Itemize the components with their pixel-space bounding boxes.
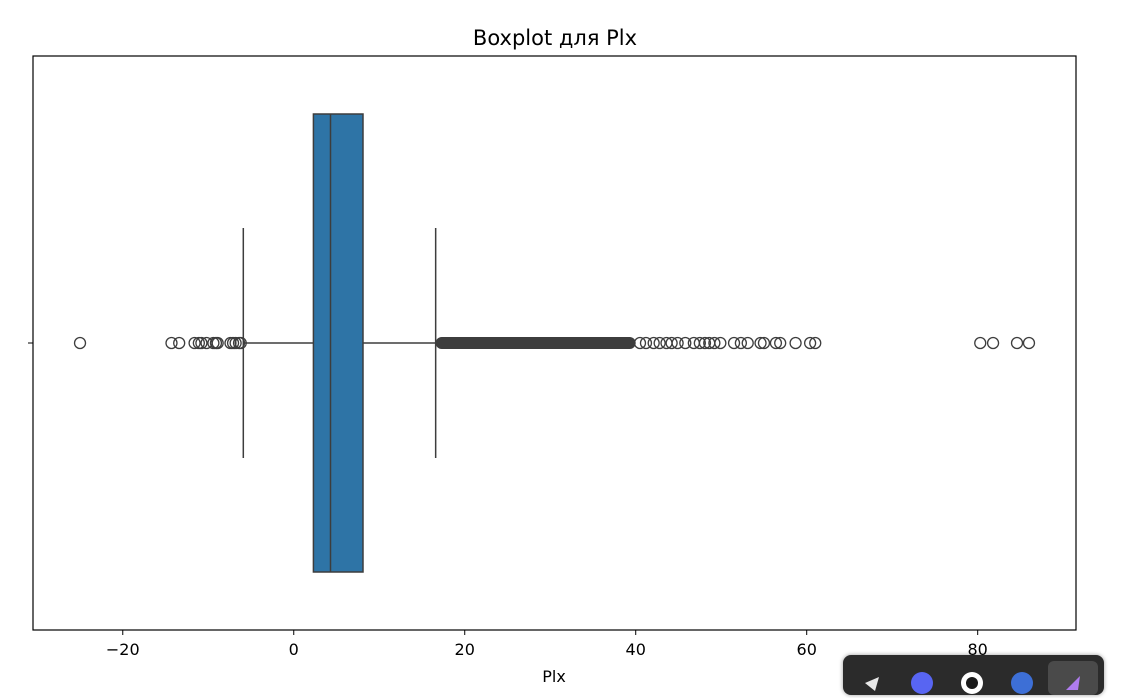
outlier-point — [741, 336, 754, 350]
outlier-point — [789, 336, 802, 350]
outlier-point — [195, 336, 208, 350]
x-axis-ticks: −20 0 20 40 60 80 — [106, 630, 988, 659]
outlier-point — [653, 336, 666, 350]
outlier-point — [165, 336, 178, 350]
outlier-point — [173, 336, 186, 350]
boxplot-chart: Boxplot для Plx −20 0 20 40 60 80 Plx — [28, 26, 1077, 682]
check-icon[interactable] — [1011, 672, 1033, 694]
outlier-point — [211, 336, 224, 350]
outlier-point — [757, 336, 771, 350]
x-tick-label: 60 — [797, 640, 817, 659]
outlier-point — [1022, 336, 1036, 350]
outlier-point — [647, 336, 660, 350]
chart-title: Boxplot для Plx — [473, 26, 637, 50]
discord-icon[interactable] — [911, 672, 933, 694]
outlier-point — [734, 336, 748, 350]
send-icon[interactable] — [861, 672, 883, 694]
outlier-point — [974, 336, 987, 350]
outlier-point — [708, 336, 721, 350]
outlier-point — [774, 336, 787, 350]
outlier-point — [809, 336, 822, 350]
x-tick-label: 40 — [626, 640, 646, 659]
x-tick-label: −20 — [106, 640, 140, 659]
outlier-point — [693, 336, 706, 350]
outlier-point — [665, 336, 678, 350]
outlier-point — [234, 336, 247, 350]
taskbar — [843, 655, 1104, 695]
outlier-point — [986, 336, 1000, 350]
outlier-point — [633, 336, 647, 350]
outlier-point — [188, 336, 201, 350]
x-axis-label: Plx — [542, 667, 566, 682]
box-iqr — [312, 113, 364, 573]
outlier-point — [229, 336, 242, 350]
outlier-point — [754, 336, 767, 350]
outlier-dense-band — [435, 337, 636, 349]
x-tick-label: 0 — [289, 640, 299, 659]
outlier-point — [679, 336, 692, 350]
outlier-point — [73, 336, 87, 350]
outlier-point — [714, 336, 727, 350]
taskbar-active-item[interactable] — [1048, 661, 1098, 695]
outlier-point — [671, 336, 684, 350]
outlier-point — [803, 336, 817, 350]
github-icon[interactable] — [961, 672, 983, 694]
chart-marks — [73, 113, 1036, 573]
outlier-point — [639, 336, 653, 350]
x-tick-label: 20 — [455, 640, 475, 659]
outlier-point — [769, 336, 783, 350]
x-tick-label: 80 — [968, 640, 988, 659]
outlier-point — [727, 336, 741, 350]
outlier-point — [1010, 336, 1024, 350]
outlier-point — [698, 336, 712, 350]
arrow-icon[interactable] — [1062, 672, 1084, 694]
